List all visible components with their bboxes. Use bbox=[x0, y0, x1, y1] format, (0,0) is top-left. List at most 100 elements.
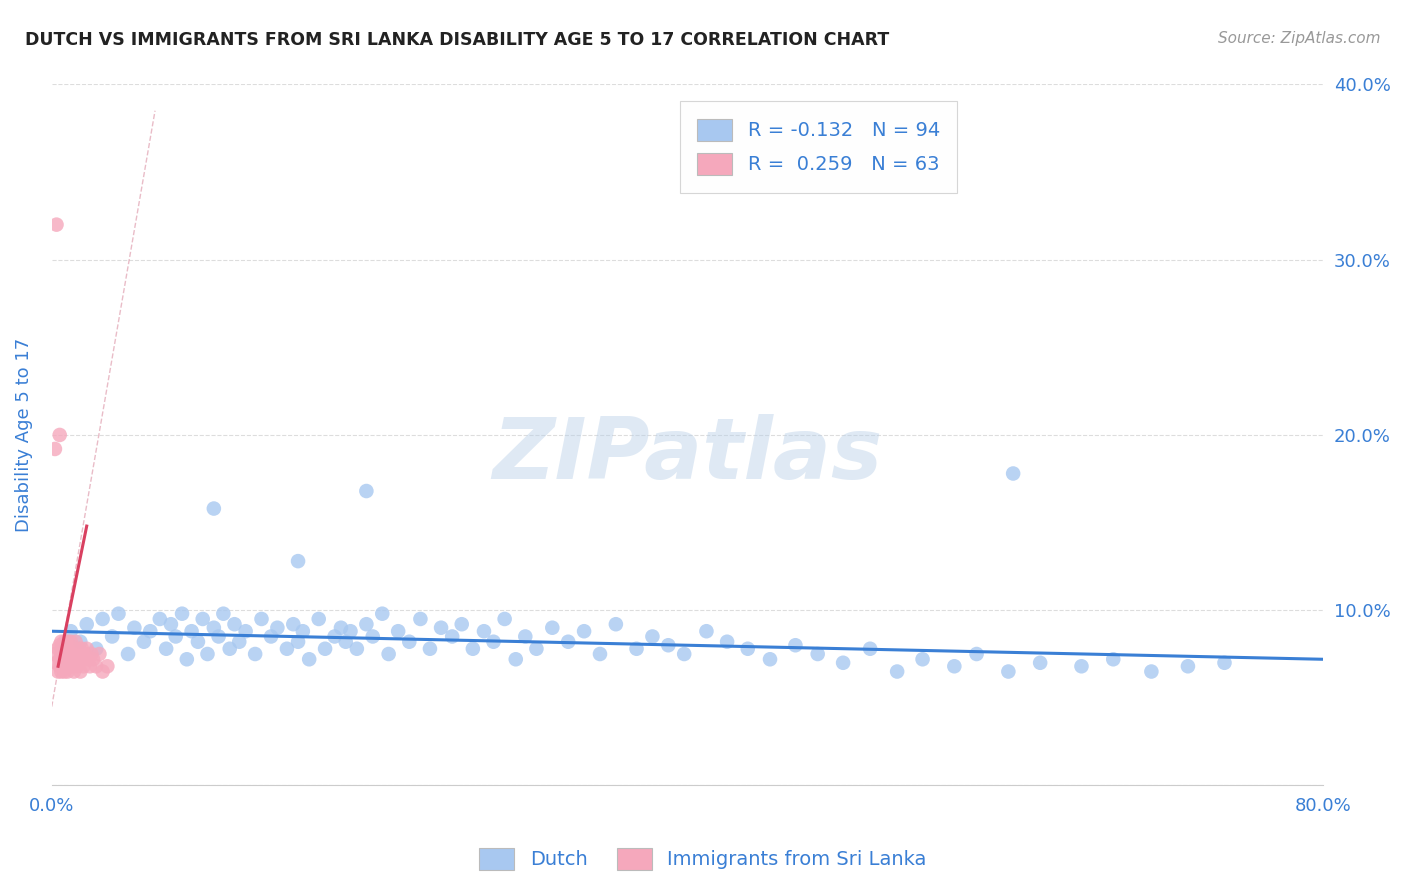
Point bbox=[80, 647, 103, 661]
Point bbox=[124, 621, 146, 635]
Point bbox=[441, 630, 464, 644]
Point bbox=[52, 641, 75, 656]
Point bbox=[45, 218, 67, 232]
Point bbox=[56, 656, 79, 670]
Point bbox=[180, 624, 202, 639]
Point bbox=[165, 630, 187, 644]
Point bbox=[65, 634, 87, 648]
Point bbox=[557, 634, 579, 648]
Point bbox=[526, 641, 548, 656]
Point bbox=[65, 647, 87, 661]
Point bbox=[66, 647, 89, 661]
Text: DUTCH VS IMMIGRANTS FROM SRI LANKA DISABILITY AGE 5 TO 17 CORRELATION CHART: DUTCH VS IMMIGRANTS FROM SRI LANKA DISAB… bbox=[25, 31, 890, 49]
Point bbox=[56, 634, 79, 648]
Point bbox=[67, 652, 90, 666]
Point bbox=[314, 641, 336, 656]
Point bbox=[505, 652, 527, 666]
Point bbox=[155, 641, 177, 656]
Point bbox=[72, 652, 94, 666]
Point bbox=[75, 647, 97, 661]
Point bbox=[132, 634, 155, 648]
Point bbox=[276, 641, 298, 656]
Point bbox=[70, 641, 93, 656]
Point bbox=[1102, 652, 1125, 666]
Point bbox=[45, 656, 67, 670]
Point bbox=[51, 634, 73, 648]
Point bbox=[65, 656, 87, 670]
Point bbox=[356, 483, 378, 498]
Point bbox=[44, 442, 66, 456]
Point bbox=[56, 647, 79, 661]
Point bbox=[356, 617, 378, 632]
Point bbox=[69, 665, 91, 679]
Point bbox=[55, 652, 77, 666]
Point bbox=[472, 624, 495, 639]
Point bbox=[48, 638, 70, 652]
Point bbox=[53, 634, 76, 648]
Point bbox=[96, 659, 118, 673]
Point bbox=[60, 647, 83, 661]
Point bbox=[589, 647, 612, 661]
Y-axis label: Disability Age 5 to 17: Disability Age 5 to 17 bbox=[15, 338, 32, 532]
Point bbox=[997, 665, 1019, 679]
Point bbox=[59, 647, 82, 661]
Point bbox=[76, 641, 98, 656]
Point bbox=[91, 665, 114, 679]
Point bbox=[59, 624, 82, 639]
Point bbox=[966, 647, 988, 661]
Point bbox=[250, 612, 273, 626]
Point bbox=[673, 647, 696, 661]
Point bbox=[361, 630, 384, 644]
Point bbox=[91, 612, 114, 626]
Point bbox=[298, 652, 321, 666]
Point bbox=[77, 652, 100, 666]
Point bbox=[832, 656, 855, 670]
Point bbox=[84, 641, 107, 656]
Point bbox=[657, 638, 679, 652]
Point bbox=[170, 607, 193, 621]
Point bbox=[1002, 467, 1025, 481]
Point bbox=[51, 656, 73, 670]
Point bbox=[218, 641, 240, 656]
Point bbox=[461, 641, 484, 656]
Point bbox=[53, 656, 76, 670]
Point bbox=[52, 659, 75, 673]
Legend: R = -0.132   N = 94, R =  0.259   N = 63: R = -0.132 N = 94, R = 0.259 N = 63 bbox=[679, 101, 957, 193]
Point bbox=[308, 612, 330, 626]
Point bbox=[283, 617, 305, 632]
Point bbox=[482, 634, 505, 648]
Point bbox=[759, 652, 782, 666]
Point bbox=[52, 652, 75, 666]
Point bbox=[149, 612, 172, 626]
Point bbox=[235, 624, 257, 639]
Point bbox=[886, 665, 908, 679]
Point bbox=[266, 621, 288, 635]
Point bbox=[46, 665, 69, 679]
Point bbox=[79, 659, 101, 673]
Point bbox=[48, 659, 70, 673]
Point bbox=[101, 630, 124, 644]
Point bbox=[53, 647, 76, 661]
Point bbox=[53, 665, 76, 679]
Point bbox=[911, 652, 934, 666]
Point bbox=[69, 634, 91, 648]
Point bbox=[207, 630, 229, 644]
Point bbox=[419, 641, 441, 656]
Point bbox=[82, 652, 104, 666]
Point bbox=[287, 634, 309, 648]
Point bbox=[291, 624, 314, 639]
Point bbox=[52, 638, 75, 652]
Point bbox=[46, 641, 69, 656]
Point bbox=[58, 641, 80, 656]
Point bbox=[60, 652, 83, 666]
Point bbox=[323, 630, 346, 644]
Point bbox=[494, 612, 516, 626]
Point bbox=[44, 647, 66, 661]
Point bbox=[695, 624, 717, 639]
Point bbox=[943, 659, 966, 673]
Point bbox=[51, 647, 73, 661]
Point bbox=[260, 630, 283, 644]
Point bbox=[117, 647, 139, 661]
Point bbox=[63, 641, 86, 656]
Point bbox=[51, 665, 73, 679]
